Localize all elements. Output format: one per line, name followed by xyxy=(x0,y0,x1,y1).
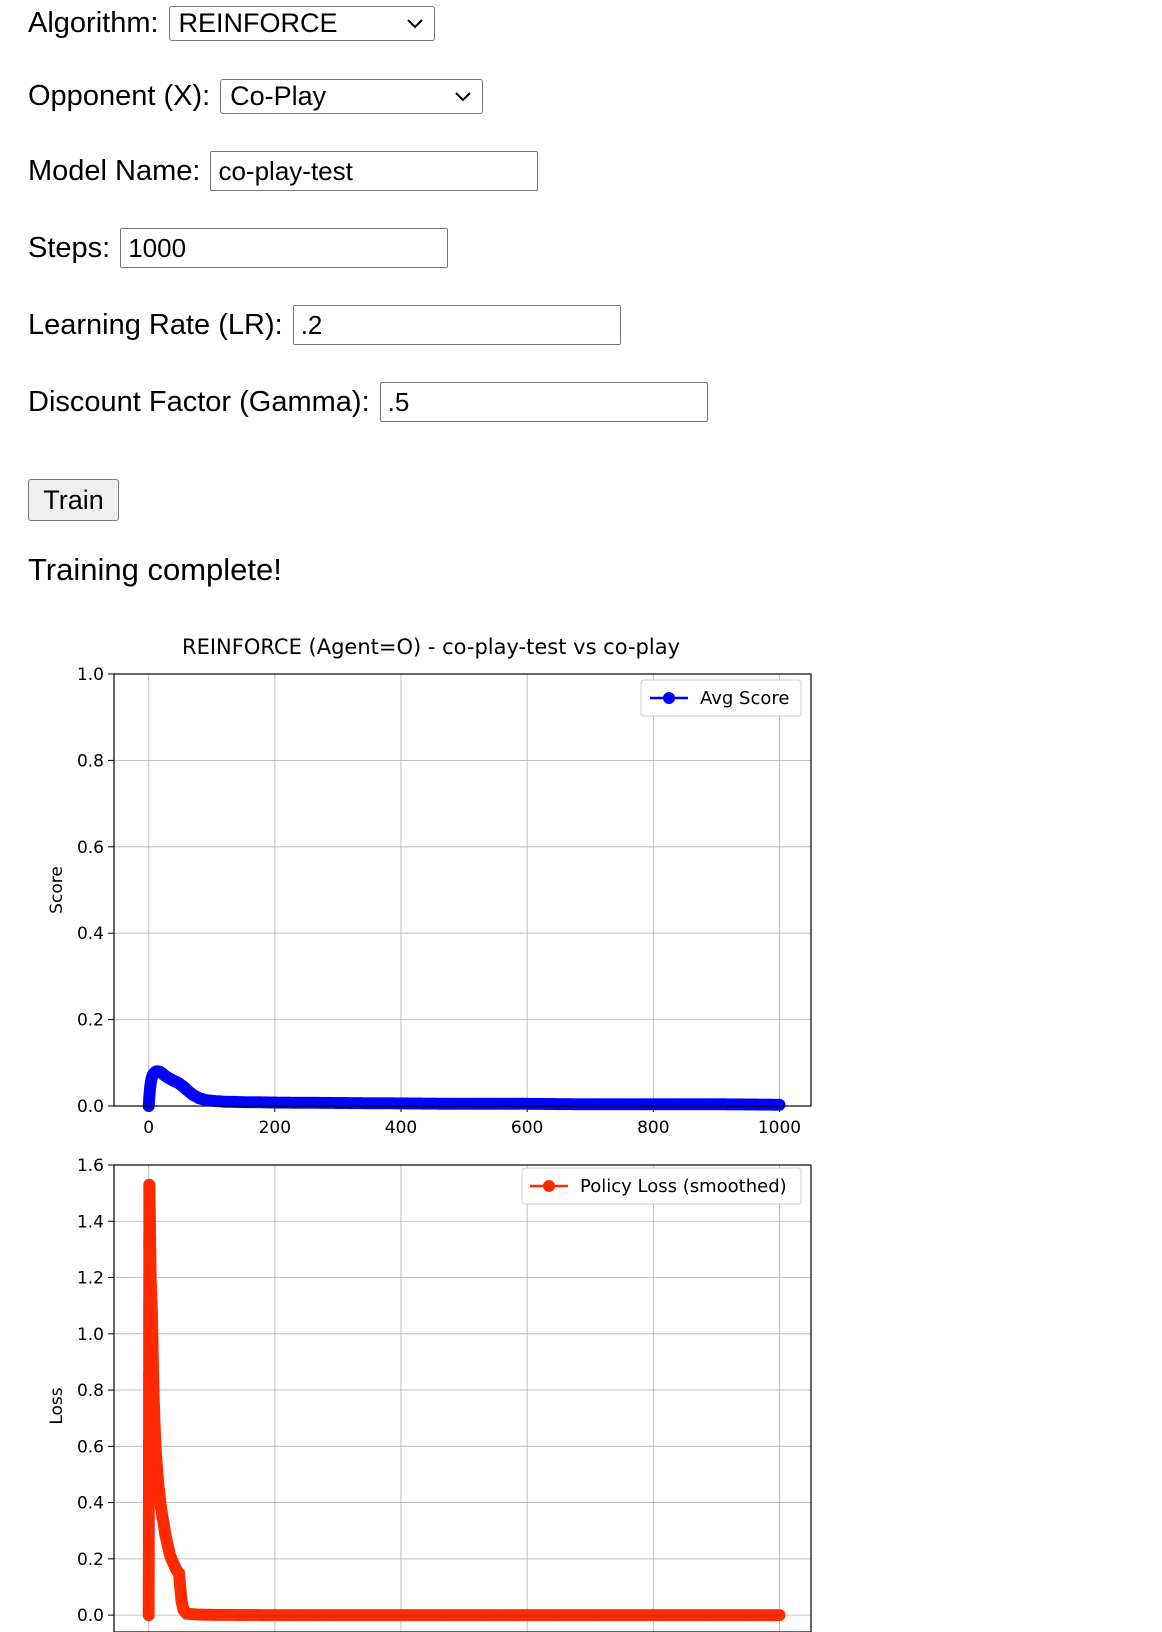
algorithm-label: Algorithm: xyxy=(28,7,159,39)
steps-input[interactable] xyxy=(120,228,449,268)
score-ytick-label: 0.2 xyxy=(77,1011,104,1031)
gamma-row: Discount Factor (Gamma): xyxy=(28,382,708,422)
gamma-label: Discount Factor (Gamma): xyxy=(28,385,370,418)
score-plot-frame xyxy=(113,673,812,1107)
score-xtick-label: 200 xyxy=(259,1118,291,1138)
algorithm-select[interactable]: REINFORCE xyxy=(168,6,435,41)
score-legend-marker xyxy=(663,692,675,704)
score-series xyxy=(142,1065,786,1112)
loss-series-line xyxy=(147,1184,780,1617)
train-button[interactable]: Train xyxy=(28,479,119,521)
loss-ytick-label: 0.6 xyxy=(77,1437,104,1457)
loss-ytick-label: 1.4 xyxy=(77,1212,104,1232)
model-name-row: Model Name: xyxy=(28,151,539,191)
loss-ticks: 020040060080010000.00.20.40.60.81.01.21.… xyxy=(77,1156,114,1626)
loss-plot-frame xyxy=(113,1164,812,1632)
loss-grid xyxy=(114,1164,811,1632)
score-data-point xyxy=(773,1098,786,1111)
score-series-area xyxy=(142,1065,786,1112)
loss-ytick-label: 1.6 xyxy=(77,1156,104,1176)
loss-series-area xyxy=(142,1178,786,1622)
learning-rate-label: Learning Rate (LR): xyxy=(28,308,283,341)
chevron-down-icon xyxy=(455,91,471,101)
score-legend-box xyxy=(640,679,802,717)
opponent-row: Opponent (X): Co-Play xyxy=(28,79,484,114)
score-ytick-label: 0.6 xyxy=(77,838,104,858)
loss-legend: Policy Loss (smoothed) xyxy=(521,1167,802,1205)
algorithm-select-value: REINFORCE xyxy=(178,8,338,38)
score-legend-label: Avg Score xyxy=(700,688,789,709)
score-ytick-label: 1.0 xyxy=(77,665,104,685)
loss-ylabel: Loss xyxy=(47,1387,67,1424)
chevron-down-icon xyxy=(406,18,423,28)
score-ytick-label: 0.0 xyxy=(77,1097,104,1117)
score-ylabel: Score xyxy=(47,866,67,914)
loss-chart: 020040060080010000.00.20.40.60.81.01.21.… xyxy=(47,1156,812,1632)
learning-rate-row: Learning Rate (LR): xyxy=(28,305,621,345)
model-name-input[interactable] xyxy=(210,151,539,191)
opponent-select[interactable]: Co-Play xyxy=(220,79,484,114)
score-xtick-label: 400 xyxy=(385,1118,417,1138)
loss-legend-box xyxy=(521,1167,802,1205)
loss-legend-marker xyxy=(543,1180,555,1192)
score-ytick-label: 0.8 xyxy=(77,751,104,771)
status-message: Training complete! xyxy=(28,552,282,587)
loss-legend-label: Policy Loss (smoothed) xyxy=(580,1176,787,1197)
score-legend: Avg Score xyxy=(640,679,802,717)
algorithm-row: Algorithm: REINFORCE xyxy=(28,6,435,41)
learning-rate-input[interactable] xyxy=(292,305,621,345)
score-xtick-label: 0 xyxy=(143,1118,154,1138)
training-figure: REINFORCE (Agent=O) - co-play-test vs co… xyxy=(47,635,812,1632)
score-xtick-label: 800 xyxy=(637,1118,669,1138)
model-name-label: Model Name: xyxy=(28,154,201,187)
loss-ytick-label: 0.4 xyxy=(77,1494,104,1514)
loss-series xyxy=(142,1178,786,1622)
score-chart: 0 200 400 600 800 1000 0.0 0.2 0.4 0.6 0.8 1.0 Scor… xyxy=(47,665,812,1138)
steps-label: Steps: xyxy=(28,231,111,264)
score-ticks: 0 200 400 600 800 1000 0.0 0.2 0.4 0.6 0.8 1.0 xyxy=(77,665,801,1138)
score-xtick-label: 1000 xyxy=(758,1118,801,1138)
score-xtick-label: 600 xyxy=(511,1118,543,1138)
steps-row: Steps: xyxy=(28,228,449,268)
loss-ytick-label: 0.2 xyxy=(77,1550,104,1570)
loss-ytick-label: 1.2 xyxy=(77,1269,104,1289)
score-grid xyxy=(114,673,811,1107)
loss-ytick-label: 0.0 xyxy=(77,1606,104,1626)
loss-ytick-label: 0.8 xyxy=(77,1381,104,1401)
opponent-select-value: Co-Play xyxy=(230,81,327,111)
chart-title: REINFORCE (Agent=O) - co-play-test vs co… xyxy=(182,635,680,659)
score-ytick-label: 0.4 xyxy=(77,924,104,944)
opponent-label: Opponent (X): xyxy=(28,80,211,112)
gamma-input[interactable] xyxy=(379,382,708,422)
loss-data-point xyxy=(773,1609,786,1622)
loss-ytick-label: 1.0 xyxy=(77,1325,104,1345)
